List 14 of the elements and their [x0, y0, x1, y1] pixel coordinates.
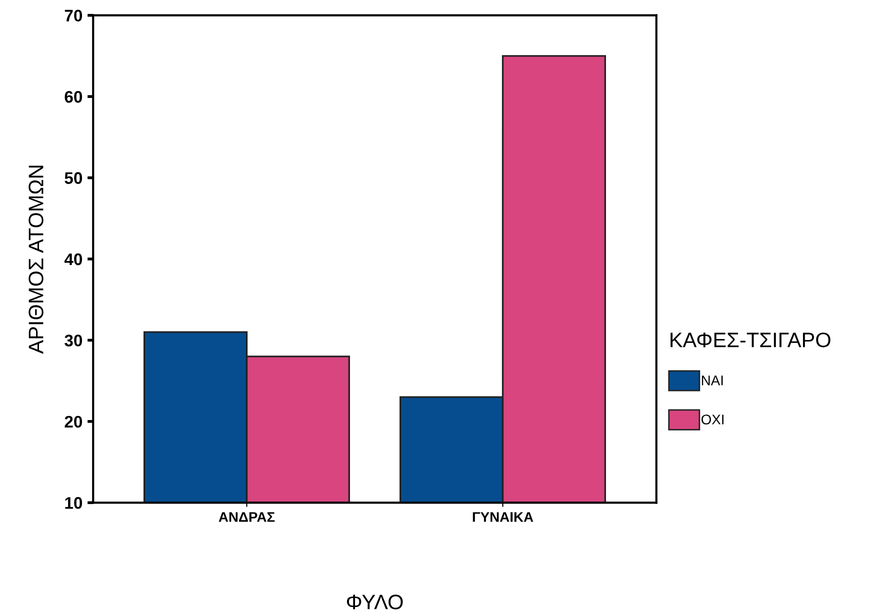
legend-label: ΝΑΙ	[702, 376, 723, 386]
x-tick-label: ΑΝΔΡΑΣ	[218, 512, 275, 522]
y-tick-label: 50	[64, 172, 82, 184]
legend-title: ΚΑΦΕΣ-ΤΣΙΓΑΡΟ	[670, 332, 830, 348]
y-tick-label: 20	[64, 416, 82, 428]
y-tick-label: 30	[64, 334, 82, 346]
y-tick-label: 40	[64, 253, 82, 266]
legend-label: ΟΧΙ	[701, 414, 724, 424]
x-axis-title: ΦΥΛΟ	[346, 594, 403, 610]
y-tick-label: 60	[64, 90, 82, 103]
y-tick-label: 70	[64, 10, 82, 22]
x-tick-label: ΓΥΝΑΙΚΑ	[472, 512, 534, 522]
y-tick-label: 10	[65, 497, 82, 509]
y-axis-title: ΑΡΙΘΜΟΣ ΑΤΟΜΩΝ	[28, 166, 44, 354]
